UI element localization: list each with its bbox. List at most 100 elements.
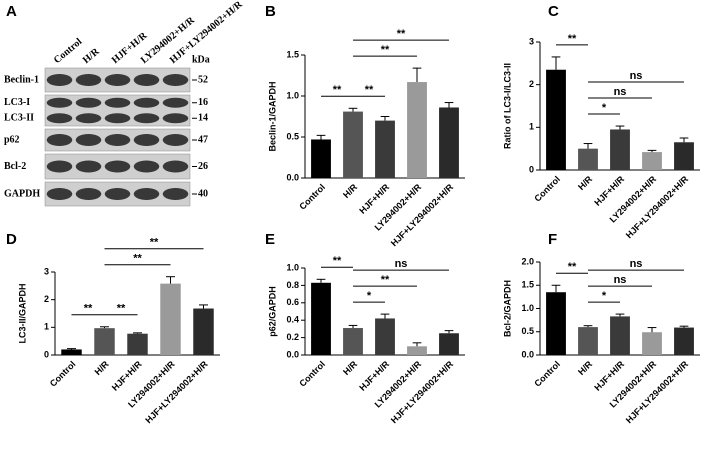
- x-tick-label: H/R: [93, 359, 111, 377]
- bar: [311, 282, 331, 355]
- y-axis-label: p62/GAPDH: [267, 286, 277, 337]
- y-axis-label: Ratio of LC3-I/LC3-II: [502, 63, 512, 149]
- x-tick-label: H/R: [341, 359, 359, 377]
- band: [162, 97, 189, 108]
- panel-label: F: [548, 231, 557, 248]
- y-tick-label: 0.8: [286, 280, 299, 290]
- bar: [193, 308, 214, 355]
- kda-marker: 52: [198, 74, 208, 85]
- band: [162, 188, 189, 200]
- bar: [343, 111, 363, 178]
- band: [104, 160, 131, 173]
- band: [162, 113, 189, 124]
- significance-label: ns: [630, 70, 643, 82]
- significance-label: **: [333, 255, 342, 267]
- y-tick-label: 0.5: [521, 326, 534, 336]
- y-tick-label: 0: [529, 164, 534, 174]
- y-tick-label: 1.5: [286, 49, 299, 59]
- band: [104, 74, 131, 86]
- y-tick-label: 0.6: [286, 297, 299, 307]
- significance-label: *: [367, 290, 372, 302]
- significance-label: **: [568, 33, 577, 45]
- bar: [407, 346, 427, 355]
- significance-label: **: [84, 303, 93, 315]
- bar: [578, 327, 598, 355]
- y-axis-label: LC3-II/GAPDH: [17, 283, 27, 343]
- significance-label: **: [333, 84, 342, 96]
- x-tick-label: HJF+LY294002+H/R: [143, 359, 210, 426]
- band: [133, 134, 160, 146]
- x-tick-label: Control: [297, 359, 327, 389]
- kda-marker: 14: [198, 113, 208, 124]
- band: [104, 188, 131, 200]
- y-tick-label: 3: [44, 266, 49, 276]
- band: [162, 134, 189, 146]
- significance-label: ns: [614, 274, 627, 286]
- significance-label: **: [397, 28, 406, 40]
- band: [46, 74, 73, 86]
- band-label: GAPDH: [4, 188, 40, 199]
- lane-label: Control: [52, 36, 85, 66]
- band: [75, 160, 102, 173]
- panel-label: C: [548, 3, 559, 20]
- y-tick-label: 1.0: [521, 303, 534, 313]
- band: [133, 74, 160, 86]
- significance-label: **: [568, 261, 577, 273]
- lane-label: H/R: [81, 46, 102, 66]
- x-tick-label: Control: [532, 359, 562, 389]
- x-tick-label: H/R: [576, 174, 594, 192]
- panel-label: B: [265, 3, 276, 20]
- x-tick-label: HJF+LY294002+H/R: [389, 182, 456, 249]
- x-tick-label: Control: [48, 359, 78, 389]
- y-tick-label: 2: [44, 294, 49, 304]
- x-tick-label: Control: [297, 182, 327, 212]
- band: [75, 113, 102, 124]
- x-tick-label: HJF+LY294002+H/R: [624, 174, 691, 241]
- band: [46, 97, 73, 108]
- x-tick-label: HJF+LY294002+H/R: [624, 359, 691, 426]
- bar: [642, 332, 662, 355]
- significance-label: **: [133, 253, 142, 265]
- bar: [578, 148, 598, 170]
- y-tick-label: 1.0: [286, 262, 299, 272]
- y-tick-label: 2: [529, 79, 534, 89]
- significance-label: **: [381, 44, 390, 56]
- band: [75, 134, 102, 146]
- significance-label: **: [117, 303, 126, 315]
- band-label: LC3-II: [4, 113, 34, 124]
- y-tick-label: 0.0: [521, 349, 534, 359]
- significance-label: ns: [630, 258, 643, 270]
- panel-label: A: [6, 3, 17, 20]
- y-tick-label: 0.5: [286, 131, 299, 141]
- significance-label: ns: [395, 258, 408, 270]
- bar: [546, 292, 566, 355]
- y-axis-label: Bcl-2/GAPDH: [502, 280, 512, 337]
- y-tick-label: 0.4: [286, 315, 299, 325]
- band: [46, 134, 73, 146]
- band-label: LC3-I: [4, 97, 30, 108]
- bar: [674, 142, 694, 170]
- band: [133, 160, 160, 173]
- bar: [610, 129, 630, 170]
- y-tick-label: 3: [529, 36, 534, 46]
- band: [162, 160, 189, 173]
- band: [162, 74, 189, 86]
- x-tick-label: H/R: [576, 359, 594, 377]
- significance-label: **: [150, 237, 159, 249]
- y-tick-label: 0.0: [286, 172, 299, 182]
- band: [104, 113, 131, 124]
- bar: [160, 283, 181, 355]
- y-tick-label: 0.0: [286, 349, 299, 359]
- y-tick-label: 1: [529, 122, 534, 132]
- panel-label: D: [6, 231, 17, 248]
- y-tick-label: 1.0: [286, 90, 299, 100]
- y-tick-label: 0: [44, 349, 49, 359]
- x-tick-label: H/R: [341, 182, 359, 200]
- band: [46, 160, 73, 173]
- significance-label: ns: [614, 86, 627, 98]
- significance-label: *: [602, 102, 607, 114]
- bar: [127, 333, 148, 355]
- kda-unit: kDa: [192, 54, 210, 65]
- bar: [61, 349, 82, 355]
